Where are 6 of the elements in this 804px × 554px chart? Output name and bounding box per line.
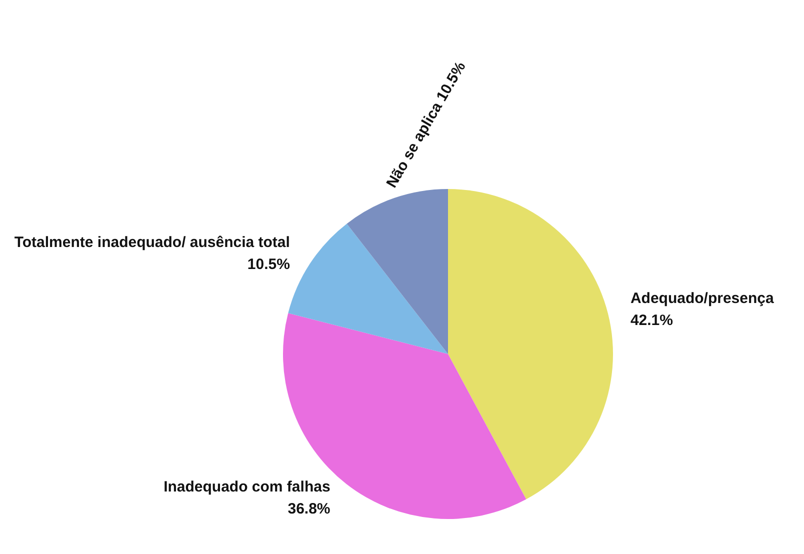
data-label: 10.5% — [247, 256, 290, 274]
slice-label: Inadequado com falhas — [164, 478, 330, 496]
slice-label: Adequado/presença — [630, 290, 774, 307]
data-label: 36.8% — [288, 500, 330, 518]
slice-label: Totalmente inadequado/ ausência total — [14, 234, 290, 252]
data-label: 42.1% — [630, 312, 673, 329]
